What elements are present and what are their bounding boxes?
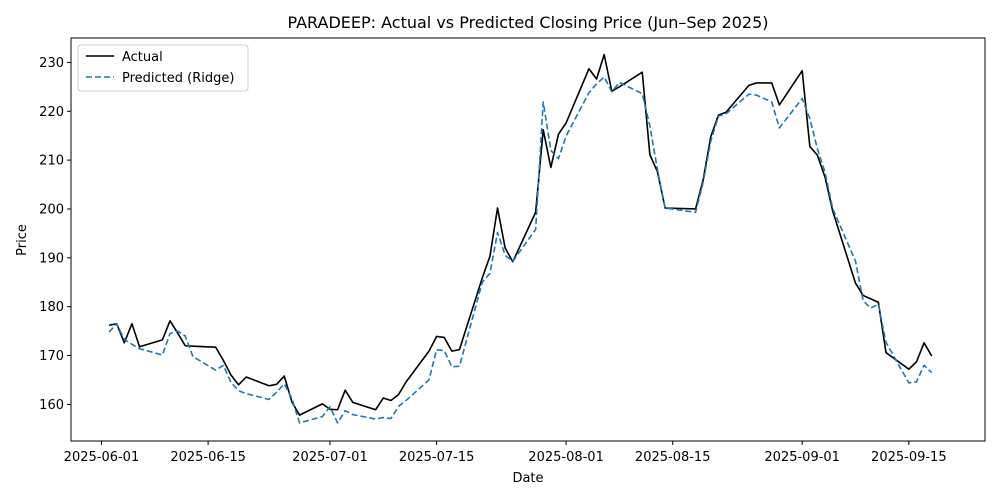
x-axis-label: Date: [512, 471, 543, 486]
legend: Actual Predicted (Ridge): [77, 44, 249, 92]
y-tick-label: 180: [39, 300, 64, 315]
x-tick-label: 2025-07-15: [399, 450, 475, 465]
legend-box: [77, 44, 249, 92]
y-tick-label: 220: [39, 105, 64, 120]
plot-area: [108, 53, 933, 424]
chart-title: PARADEEP: Actual vs Predicted Closing Pr…: [287, 13, 768, 32]
x-tick-label: 2025-08-01: [528, 450, 604, 465]
series-line-predicted: [108, 76, 933, 424]
y-tick-label: 190: [39, 251, 64, 266]
y-axis-label: Price: [15, 224, 30, 256]
x-tick-label: 2025-06-15: [170, 450, 246, 465]
x-tick-label: 2025-06-01: [64, 450, 140, 465]
series-line-actual: [108, 53, 933, 416]
y-tick-label: 160: [39, 398, 64, 413]
x-tick-label: 2025-07-01: [292, 450, 368, 465]
x-axis: 2025-06-01 2025-06-15 2025-07-01 2025-07-15…: [64, 441, 947, 465]
x-tick-label: 2025-08-15: [635, 450, 711, 465]
y-tick-label: 200: [39, 202, 64, 217]
axes-frame: [70, 37, 986, 442]
x-tick-label: 2025-09-15: [871, 450, 947, 465]
legend-label-actual: Actual: [122, 50, 163, 65]
x-tick-label: 2025-09-01: [764, 450, 840, 465]
y-tick-label: 210: [39, 154, 64, 169]
legend-label-predicted: Predicted (Ridge): [122, 71, 234, 86]
y-tick-label: 170: [39, 349, 64, 364]
y-tick-label: 230: [39, 56, 64, 71]
y-axis: 160 170 180 190 200 210 220 230: [39, 56, 71, 413]
